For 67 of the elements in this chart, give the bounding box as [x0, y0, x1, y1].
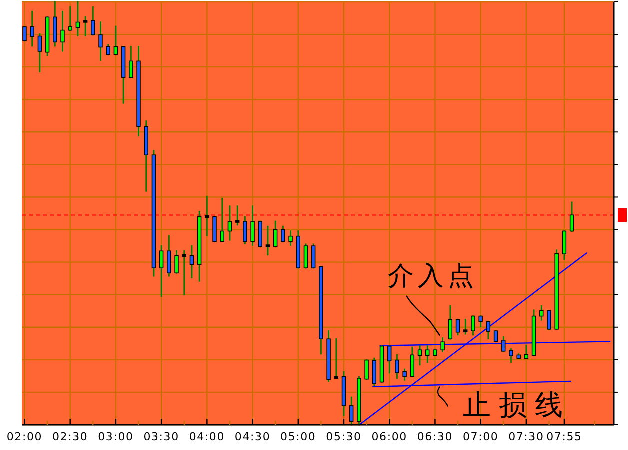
candlestick	[159, 245, 164, 298]
candlestick	[167, 235, 172, 277]
candlestick	[68, 6, 72, 32]
x-tick-label: 07:30	[508, 430, 544, 444]
candlestick	[266, 226, 270, 256]
candlestick	[174, 250, 179, 274]
candlestick	[76, 1, 80, 37]
candlestick	[228, 206, 232, 241]
candlestick	[456, 318, 460, 336]
candlestick	[478, 316, 483, 328]
candlestick	[220, 198, 224, 243]
candlestick	[410, 346, 415, 378]
candlestick	[288, 230, 293, 246]
x-tick-label: 04:00	[189, 430, 226, 444]
candlestick	[235, 206, 240, 226]
x-tick-label: 04:30	[234, 430, 271, 444]
candlestick	[570, 202, 574, 232]
candlestick	[304, 244, 308, 269]
x-tick-label: 02:30	[52, 430, 88, 444]
x-tick-label: 05:00	[280, 430, 316, 444]
x-tick-label: 03:00	[98, 430, 134, 444]
candlestick	[364, 360, 369, 380]
candlestick	[273, 220, 278, 248]
candlestick	[311, 244, 316, 269]
candlestick	[486, 321, 491, 340]
x-tick-label: 07:00	[462, 430, 499, 444]
x-tick-label: 07:55	[546, 430, 582, 444]
candlestick	[243, 216, 248, 244]
candlestick	[281, 226, 286, 243]
candlestick	[562, 230, 567, 260]
candlestick	[426, 346, 430, 364]
x-tick-label: 06:00	[372, 430, 408, 444]
candlestick	[448, 305, 453, 340]
candlestick	[22, 26, 27, 42]
annotation: 介入点	[388, 261, 478, 292]
candlestick	[250, 206, 255, 246]
annotation: 止损线	[462, 388, 571, 422]
candlestick	[129, 46, 134, 78]
candlestick	[114, 26, 118, 56]
candlestick	[106, 44, 110, 56]
candlestick	[38, 33, 42, 72]
candlestick	[502, 336, 506, 352]
candlestick	[334, 338, 339, 380]
candlestick	[372, 358, 377, 386]
x-tick-label: 05:30	[326, 430, 362, 444]
candlestick	[540, 305, 544, 321]
candlestick	[464, 318, 468, 335]
candlestick	[98, 22, 103, 62]
candlestick	[91, 6, 96, 36]
candlestick	[402, 368, 407, 381]
candlestick	[471, 316, 476, 336]
candlestick	[509, 348, 514, 364]
candlestick	[190, 245, 194, 278]
candlestick	[547, 310, 552, 330]
candlestick	[494, 330, 498, 342]
x-tick-label: 03:30	[144, 430, 180, 444]
candlestick	[387, 346, 392, 374]
candlestick	[524, 345, 529, 360]
x-tick-label: 02:00	[6, 430, 43, 444]
candlestick	[395, 354, 400, 380]
candlestick	[83, 16, 88, 37]
x-tick-label: 06:30	[417, 430, 454, 444]
candlestick	[30, 11, 34, 47]
candlestick	[418, 346, 422, 366]
candlestick	[60, 11, 65, 52]
candlestick	[205, 196, 210, 236]
candlestick	[440, 338, 445, 352]
